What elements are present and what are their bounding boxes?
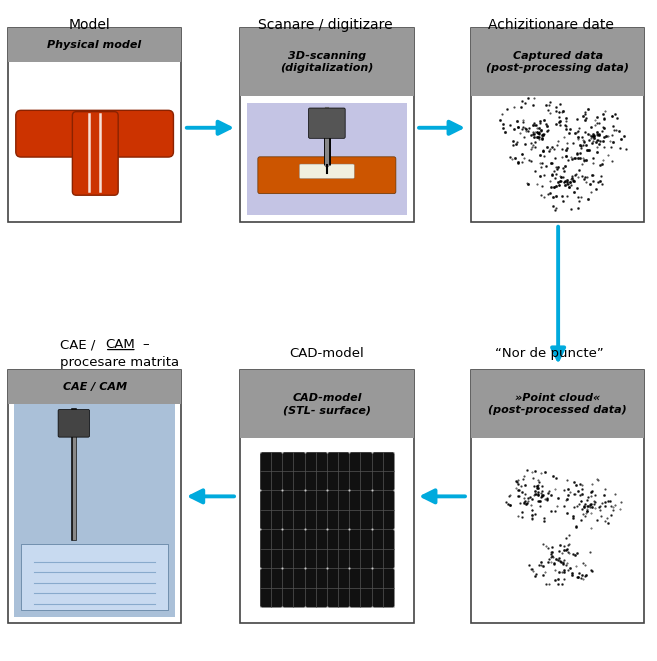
FancyBboxPatch shape	[72, 112, 118, 195]
FancyBboxPatch shape	[8, 370, 181, 405]
FancyBboxPatch shape	[471, 370, 645, 623]
Text: Captured data
(post-processing data): Captured data (post-processing data)	[486, 51, 629, 73]
FancyBboxPatch shape	[247, 102, 407, 215]
FancyBboxPatch shape	[260, 451, 394, 607]
Text: CAE / CAM: CAE / CAM	[62, 382, 127, 392]
FancyBboxPatch shape	[309, 108, 345, 138]
FancyBboxPatch shape	[58, 409, 89, 437]
FancyBboxPatch shape	[14, 405, 175, 617]
Text: Physical model: Physical model	[47, 40, 142, 50]
Text: 3D-scanning
(digitalization): 3D-scanning (digitalization)	[280, 51, 374, 73]
FancyBboxPatch shape	[471, 28, 645, 222]
Text: »Point cloud«
(post-processed data): »Point cloud« (post-processed data)	[488, 393, 627, 415]
Text: CAM: CAM	[104, 338, 135, 352]
Text: procesare matrita: procesare matrita	[60, 356, 179, 369]
FancyBboxPatch shape	[240, 28, 413, 222]
FancyBboxPatch shape	[471, 370, 645, 438]
FancyBboxPatch shape	[8, 370, 181, 623]
Text: CAD-model
(STL- surface): CAD-model (STL- surface)	[283, 393, 371, 415]
Text: “Nor de puncte”: “Nor de puncte”	[495, 347, 603, 360]
FancyBboxPatch shape	[258, 157, 396, 194]
FancyBboxPatch shape	[8, 28, 181, 62]
FancyBboxPatch shape	[8, 28, 181, 222]
FancyBboxPatch shape	[16, 110, 173, 157]
FancyBboxPatch shape	[240, 370, 413, 438]
FancyBboxPatch shape	[471, 28, 645, 96]
Text: Achizitionare date: Achizitionare date	[488, 18, 614, 32]
Text: CAD-model: CAD-model	[289, 347, 364, 360]
Text: CAE /: CAE /	[60, 338, 100, 352]
FancyBboxPatch shape	[240, 370, 413, 623]
Text: –: –	[142, 338, 148, 352]
Text: Scanare / digitizare: Scanare / digitizare	[258, 18, 392, 32]
FancyBboxPatch shape	[240, 28, 413, 96]
FancyBboxPatch shape	[21, 545, 168, 610]
FancyBboxPatch shape	[300, 164, 354, 178]
Text: Model: Model	[69, 18, 110, 32]
